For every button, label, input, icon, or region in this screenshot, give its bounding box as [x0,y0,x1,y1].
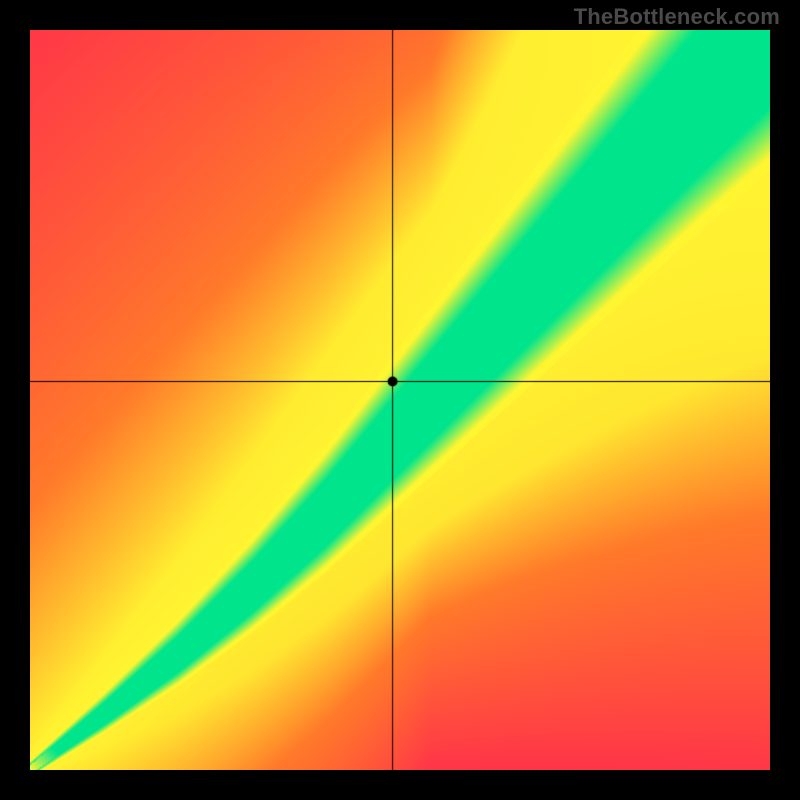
chart-container: TheBottleneck.com [0,0,800,800]
heatmap-canvas [30,30,770,770]
watermark-text: TheBottleneck.com [574,4,780,30]
plot-area [30,30,770,770]
